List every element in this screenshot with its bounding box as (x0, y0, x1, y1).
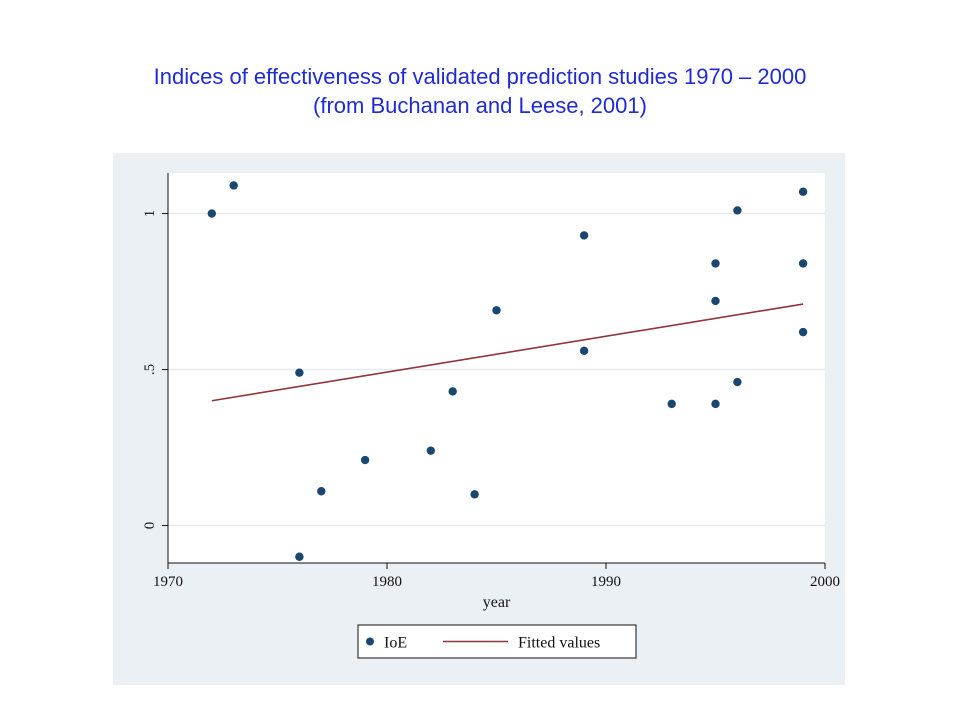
data-point (711, 259, 720, 268)
scatter-chart: 0 .5 1 1970 1980 1990 2000 year IoE Fitted val… (113, 153, 845, 685)
data-point (295, 368, 304, 377)
x-tick-label-0: 1970 (153, 574, 183, 590)
y-tick-label-0: 0 (142, 522, 158, 530)
points-layer (207, 181, 808, 561)
x-tick-label-2: 1990 (591, 574, 621, 590)
legend-label-fitted: Fitted values (518, 635, 600, 652)
data-point (448, 387, 457, 396)
x-tick-label-1: 1980 (372, 574, 402, 590)
legend-marker-ioe (366, 637, 374, 646)
chart-title-line2: (from Buchanan and Leese, 2001) (313, 93, 647, 118)
data-point (470, 490, 479, 499)
data-point (317, 487, 326, 496)
x-tick-label-3: 2000 (810, 574, 840, 590)
data-point (229, 181, 238, 190)
gridlines (168, 212, 825, 527)
data-point (579, 231, 589, 240)
data-point (426, 446, 435, 455)
y-tick-label-2: 1 (142, 210, 158, 218)
data-point (711, 296, 720, 306)
legend: IoE Fitted values (357, 624, 637, 659)
data-point (295, 552, 304, 561)
data-point (798, 327, 808, 337)
fitted-line (211, 303, 804, 402)
chart-title-line1: Indices of effectiveness of validated pr… (153, 64, 807, 89)
data-point (667, 399, 676, 409)
data-point (579, 346, 589, 356)
data-point (733, 206, 742, 215)
x-axis-label: year (483, 594, 511, 611)
data-point (207, 209, 216, 218)
data-point (798, 259, 808, 268)
plot-area (168, 173, 825, 563)
axes: 0 .5 1 1970 1980 1990 2000 (142, 173, 840, 590)
data-point (492, 306, 501, 315)
y-tick-label-1: .5 (142, 364, 158, 375)
data-point (733, 377, 742, 387)
data-point (711, 399, 720, 409)
data-point (798, 187, 808, 196)
legend-label-ioe: IoE (384, 635, 407, 652)
data-point (360, 455, 370, 465)
fitted-line-layer (211, 303, 804, 402)
